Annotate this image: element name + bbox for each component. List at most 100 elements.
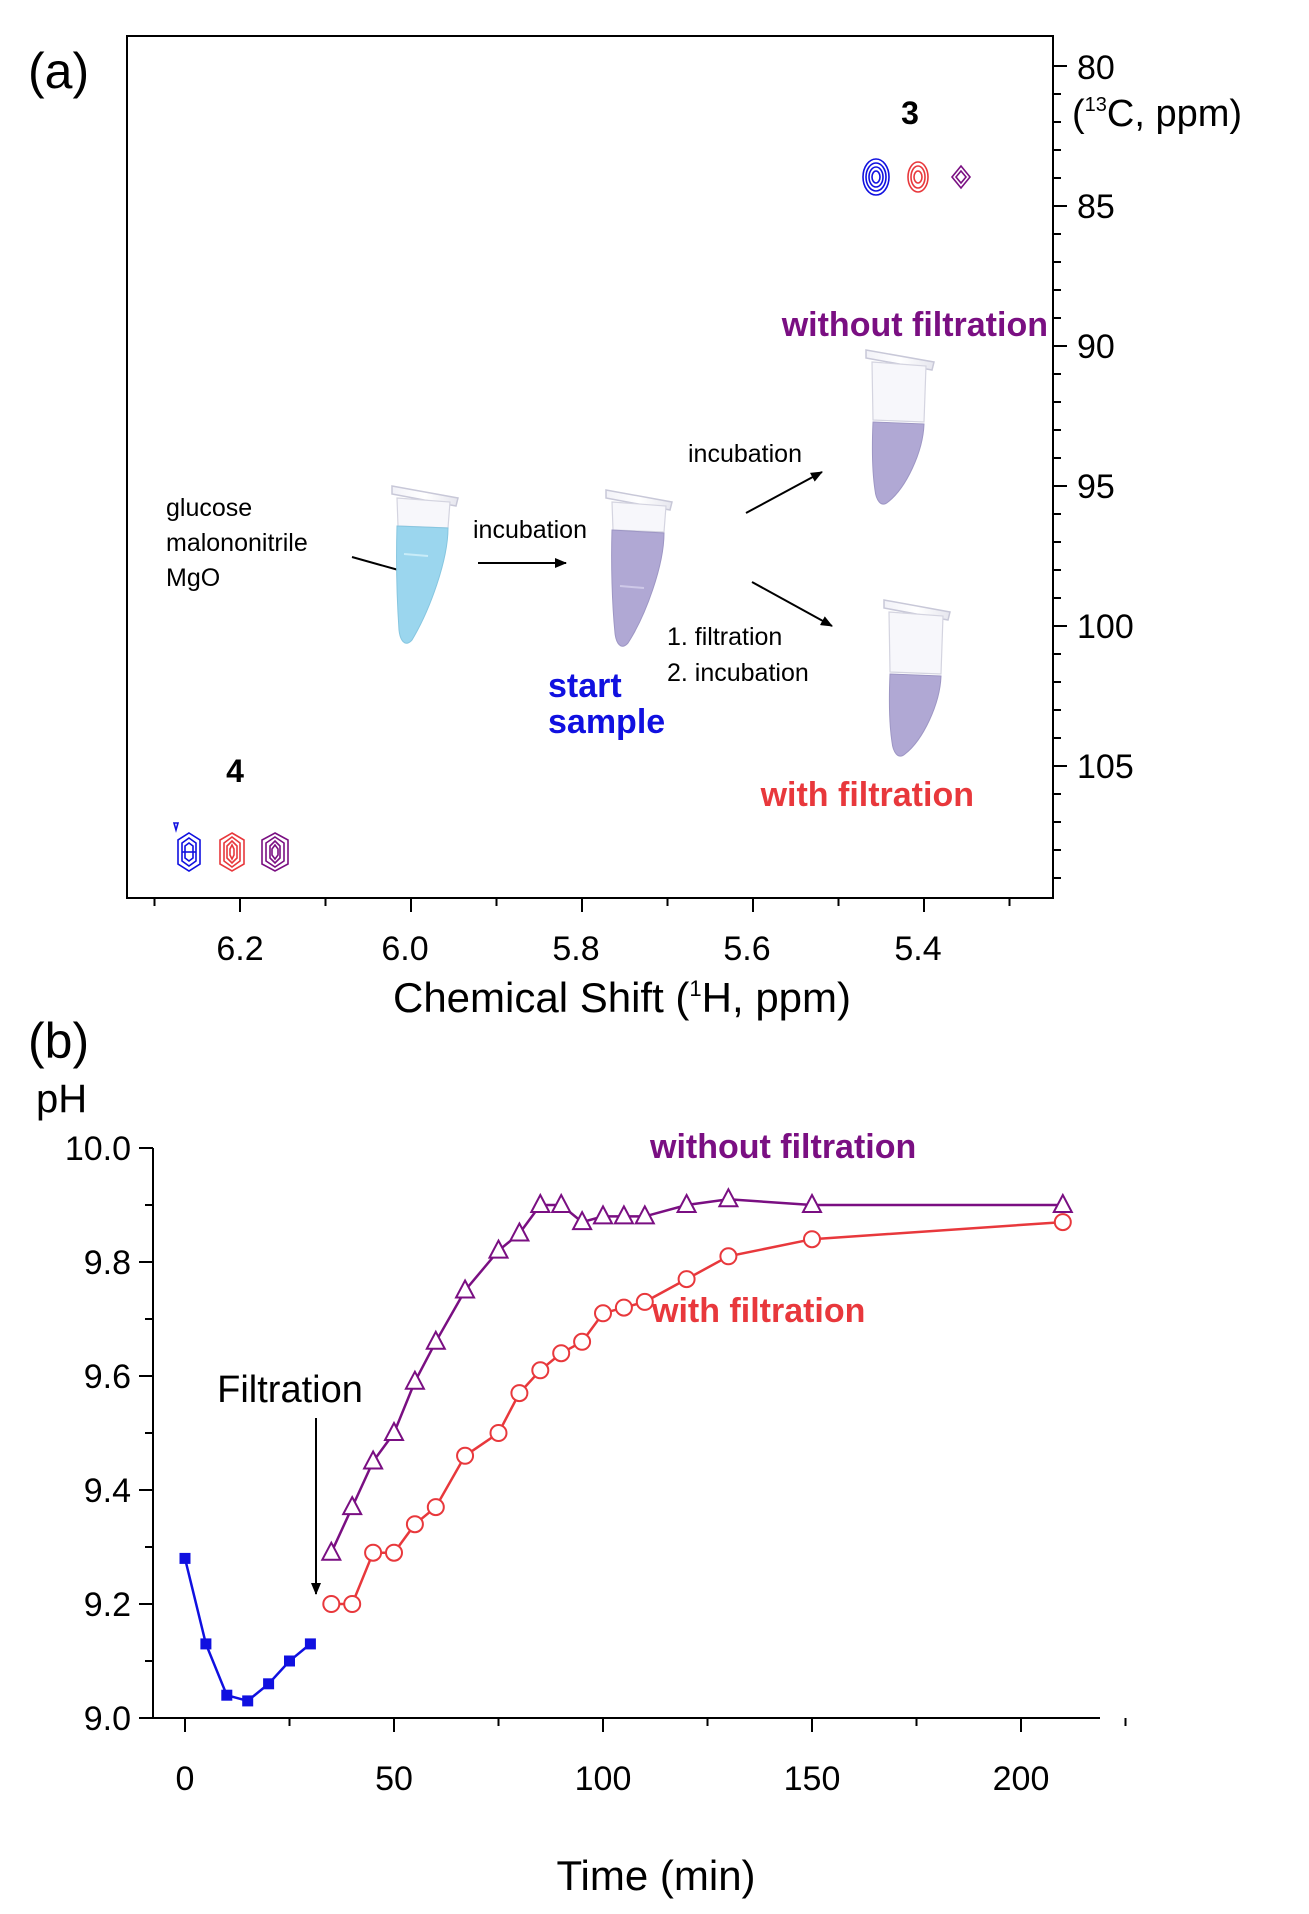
b-y-tick-label: 9.0 xyxy=(84,1700,131,1738)
data-point-with-filtration xyxy=(456,1446,475,1465)
peak-4-with-contour xyxy=(219,832,245,872)
a-xtick-6.2: 6.2 xyxy=(216,930,263,968)
peak-3-with-contour xyxy=(907,161,929,193)
label-step-2: 2. incubation xyxy=(667,659,809,687)
data-point-without-filtration xyxy=(508,1221,531,1242)
data-point-without-filtration xyxy=(675,1192,698,1213)
data-point-with-filtration xyxy=(426,1498,445,1517)
b-x-tick-label: 0 xyxy=(176,1760,195,1798)
a-x-title-pre: Chemical Shift ( xyxy=(393,974,689,1021)
ingredient-pointer-line xyxy=(351,556,403,572)
data-point-without-filtration xyxy=(592,1204,614,1225)
data-point-without-filtration xyxy=(634,1204,656,1225)
data-point-without-filtration xyxy=(487,1238,510,1259)
label-incubation-1: incubation xyxy=(473,516,587,544)
annotation-filtration: Filtration xyxy=(217,1369,363,1411)
data-point-without-filtration xyxy=(717,1187,740,1208)
data-point-without-filtration xyxy=(454,1278,476,1299)
data-point-with-filtration xyxy=(489,1424,508,1442)
data-point-with-filtration xyxy=(531,1361,550,1380)
panel-a-y-ticks xyxy=(1053,65,1067,879)
label-sample: sample xyxy=(548,703,665,741)
label-without-filtration-a: without filtration xyxy=(781,306,1048,344)
b-x-tick-label: 150 xyxy=(784,1760,841,1798)
data-point-with-filtration xyxy=(719,1247,738,1266)
data-point-without-filtration xyxy=(320,1540,342,1561)
data-point-without-filtration xyxy=(1052,1192,1074,1213)
b-y-tick-label: 9.6 xyxy=(84,1358,131,1396)
data-point-without-filtration xyxy=(550,1192,572,1213)
data-point-without-filtration xyxy=(383,1420,405,1441)
data-point-without-filtration xyxy=(801,1192,823,1213)
a-xtick-5.4: 5.4 xyxy=(894,930,941,968)
peak-4-start-contour xyxy=(172,822,201,872)
a-ytick-95: 95 xyxy=(1077,468,1115,506)
b-y-axis-title: pH xyxy=(36,1077,87,1121)
data-point-without-filtration xyxy=(341,1494,363,1516)
data-point-with-filtration xyxy=(385,1543,403,1562)
tube-without-filtration xyxy=(865,349,935,505)
a-x-axis-title: Chemical Shift (1H, ppm) xyxy=(393,974,851,1021)
a-x-title-sup: 1 xyxy=(689,976,701,1001)
panel-a-x-tick-labels: 6.2 6.0 5.8 5.6 5.4 xyxy=(216,930,941,968)
a-xtick-5.8: 5.8 xyxy=(552,930,599,968)
b-y-tick-label: 10.0 xyxy=(65,1130,131,1168)
data-point-with-filtration xyxy=(594,1304,612,1323)
series-line-start-sample xyxy=(183,1558,312,1703)
data-point-start-sample xyxy=(179,1552,191,1564)
a-ytick-100: 100 xyxy=(1077,608,1134,646)
data-point-with-filtration xyxy=(552,1344,571,1363)
ingredient-glucose: glucose xyxy=(166,494,252,522)
data-point-start-sample xyxy=(263,1678,275,1690)
data-point-with-filtration xyxy=(635,1292,654,1311)
data-point-without-filtration xyxy=(425,1329,447,1350)
data-point-start-sample xyxy=(242,1695,254,1707)
data-point-without-filtration xyxy=(613,1204,635,1225)
series-line-with-filtration xyxy=(331,1220,1063,1606)
a-ytick-85: 85 xyxy=(1077,188,1115,226)
data-point-without-filtration xyxy=(571,1209,593,1231)
label-with-filtration-b: with filtration xyxy=(651,1292,865,1330)
a-xtick-5.6: 5.6 xyxy=(723,930,770,968)
series-with-filtration xyxy=(322,1213,1072,1613)
data-point-with-filtration xyxy=(803,1230,821,1249)
peak-label-4: 4 xyxy=(226,753,244,789)
label-without-filtration-b: without filtration xyxy=(649,1128,916,1166)
data-point-with-filtration xyxy=(405,1515,424,1534)
series-start-sample xyxy=(179,1552,316,1707)
a-ytick-105: 105 xyxy=(1077,748,1134,786)
b-x-tick-label: 50 xyxy=(375,1760,413,1798)
b-y-tick-label: 9.8 xyxy=(84,1244,131,1282)
a-ytick-90: 90 xyxy=(1077,328,1115,366)
data-point-start-sample xyxy=(304,1638,316,1650)
b-x-axis-title: Time (min) xyxy=(556,1852,755,1899)
data-point-without-filtration xyxy=(529,1192,551,1213)
a-ytick-80: 80 xyxy=(1077,49,1115,87)
tube-start-purple xyxy=(605,489,673,647)
panel-b-axes: 0 50 100 150 200 9.0 9.2 9.4 9.6 9.8 10.0 xyxy=(65,1130,1127,1798)
data-point-with-filtration xyxy=(1053,1213,1072,1232)
arrow-incubation-2 xyxy=(745,471,823,514)
label-step-1: 1. filtration xyxy=(667,623,782,651)
data-point-start-sample xyxy=(200,1638,212,1650)
a-y-title-pre: ( xyxy=(1072,93,1085,135)
data-point-without-filtration xyxy=(362,1449,384,1470)
peak-3-without-contour xyxy=(950,164,972,190)
tube-with-filtration xyxy=(883,599,951,757)
data-point-with-filtration xyxy=(510,1384,529,1403)
panel-a-x-ticks xyxy=(153,898,1011,912)
label-start: start xyxy=(548,667,622,705)
data-point-with-filtration xyxy=(677,1270,696,1289)
a-xtick-6.0: 6.0 xyxy=(381,930,428,968)
data-point-with-filtration xyxy=(364,1543,383,1562)
b-x-tick-label: 200 xyxy=(993,1760,1050,1798)
ingredient-malononitrile: malononitrile xyxy=(166,529,308,557)
b-y-tick-label: 9.4 xyxy=(84,1472,131,1510)
peak-label-3: 3 xyxy=(901,95,919,131)
series-without-filtration xyxy=(320,1187,1074,1561)
a-y-title-sup: 13 xyxy=(1085,94,1107,116)
panel-a-y-tick-labels: 80 85 90 95 100 105 xyxy=(1077,49,1134,786)
arrow-filtration-incubation xyxy=(751,581,833,627)
panel-b-label: (b) xyxy=(28,1013,89,1069)
